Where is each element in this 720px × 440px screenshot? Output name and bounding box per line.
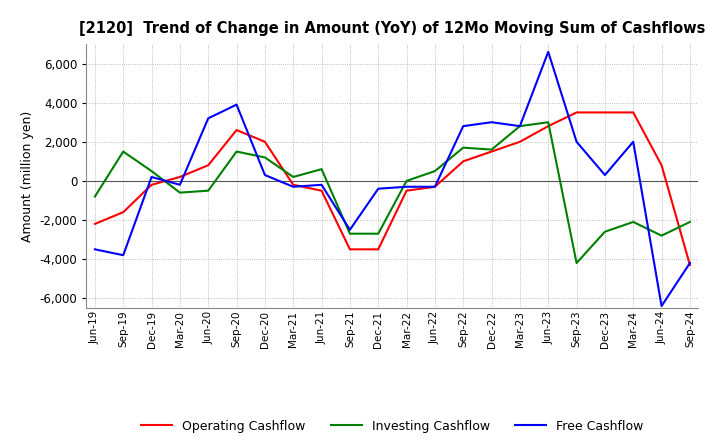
- Operating Cashflow: [289, 182, 297, 187]
- Line: Free Cashflow: Free Cashflow: [95, 52, 690, 306]
- Investing Cashflow: [119, 149, 127, 154]
- Operating Cashflow: [431, 184, 439, 189]
- Free Cashflow: [487, 120, 496, 125]
- Free Cashflow: [544, 49, 552, 55]
- Free Cashflow: [148, 174, 156, 180]
- Investing Cashflow: [204, 188, 212, 193]
- Operating Cashflow: [657, 163, 666, 168]
- Investing Cashflow: [402, 178, 411, 183]
- Investing Cashflow: [176, 190, 184, 195]
- Free Cashflow: [459, 124, 467, 129]
- Operating Cashflow: [544, 124, 552, 129]
- Free Cashflow: [685, 260, 694, 266]
- Investing Cashflow: [600, 229, 609, 235]
- Investing Cashflow: [544, 120, 552, 125]
- Free Cashflow: [431, 184, 439, 189]
- Operating Cashflow: [374, 247, 382, 252]
- Investing Cashflow: [318, 166, 326, 172]
- Investing Cashflow: [233, 149, 241, 154]
- Investing Cashflow: [629, 219, 637, 224]
- Operating Cashflow: [629, 110, 637, 115]
- Title: [2120]  Trend of Change in Amount (YoY) of 12Mo Moving Sum of Cashflows: [2120] Trend of Change in Amount (YoY) o…: [79, 21, 706, 36]
- Investing Cashflow: [431, 169, 439, 174]
- Free Cashflow: [289, 184, 297, 189]
- Investing Cashflow: [459, 145, 467, 150]
- Free Cashflow: [374, 186, 382, 191]
- Operating Cashflow: [685, 262, 694, 268]
- Free Cashflow: [600, 172, 609, 178]
- Y-axis label: Amount (million yen): Amount (million yen): [21, 110, 34, 242]
- Free Cashflow: [346, 227, 354, 232]
- Free Cashflow: [91, 247, 99, 252]
- Free Cashflow: [119, 253, 127, 258]
- Free Cashflow: [657, 304, 666, 309]
- Operating Cashflow: [459, 159, 467, 164]
- Operating Cashflow: [261, 139, 269, 144]
- Operating Cashflow: [318, 188, 326, 193]
- Investing Cashflow: [487, 147, 496, 152]
- Free Cashflow: [318, 182, 326, 187]
- Line: Investing Cashflow: Investing Cashflow: [95, 122, 690, 263]
- Operating Cashflow: [487, 149, 496, 154]
- Investing Cashflow: [572, 260, 581, 266]
- Operating Cashflow: [346, 247, 354, 252]
- Free Cashflow: [233, 102, 241, 107]
- Free Cashflow: [516, 124, 524, 129]
- Operating Cashflow: [91, 221, 99, 227]
- Investing Cashflow: [346, 231, 354, 236]
- Operating Cashflow: [204, 163, 212, 168]
- Operating Cashflow: [233, 128, 241, 133]
- Investing Cashflow: [261, 155, 269, 160]
- Operating Cashflow: [516, 139, 524, 144]
- Investing Cashflow: [374, 231, 382, 236]
- Operating Cashflow: [402, 188, 411, 193]
- Operating Cashflow: [148, 182, 156, 187]
- Free Cashflow: [572, 139, 581, 144]
- Investing Cashflow: [148, 169, 156, 174]
- Operating Cashflow: [600, 110, 609, 115]
- Investing Cashflow: [516, 124, 524, 129]
- Investing Cashflow: [685, 219, 694, 224]
- Legend: Operating Cashflow, Investing Cashflow, Free Cashflow: Operating Cashflow, Investing Cashflow, …: [136, 414, 649, 437]
- Investing Cashflow: [657, 233, 666, 238]
- Operating Cashflow: [572, 110, 581, 115]
- Operating Cashflow: [119, 209, 127, 215]
- Free Cashflow: [176, 182, 184, 187]
- Free Cashflow: [204, 116, 212, 121]
- Investing Cashflow: [289, 174, 297, 180]
- Free Cashflow: [261, 172, 269, 178]
- Free Cashflow: [402, 184, 411, 189]
- Free Cashflow: [629, 139, 637, 144]
- Line: Operating Cashflow: Operating Cashflow: [95, 113, 690, 265]
- Investing Cashflow: [91, 194, 99, 199]
- Operating Cashflow: [176, 174, 184, 180]
